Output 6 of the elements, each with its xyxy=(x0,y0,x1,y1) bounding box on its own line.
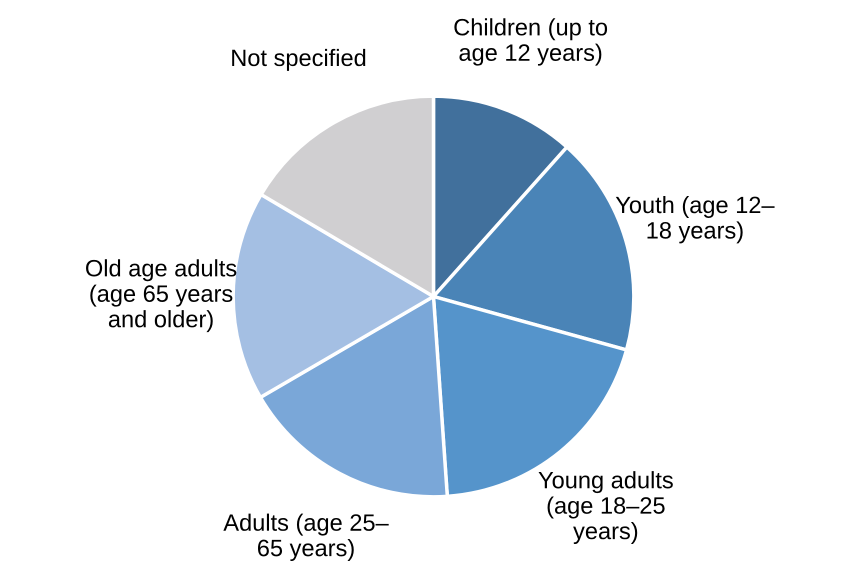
slice-label: Old age adults (age 65 years and older) xyxy=(86,259,236,332)
slice-label: Youth (age 12– 18 years) xyxy=(616,196,775,244)
slice-label: Not specified xyxy=(232,48,366,71)
slice-label: Young adults (age 18–25 years) xyxy=(538,471,673,544)
slice-label: Adults (age 25– 65 years) xyxy=(223,514,389,562)
slice-label: Children (up to age 12 years) xyxy=(454,18,608,66)
